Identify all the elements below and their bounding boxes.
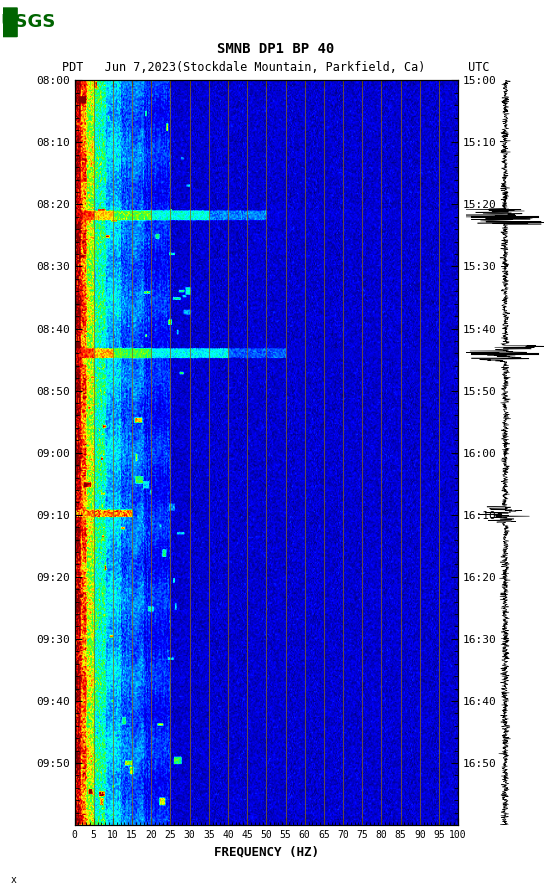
Text: USGS: USGS [0, 13, 56, 31]
Text: x: x [11, 875, 17, 885]
Text: PDT   Jun 7,2023(Stockdale Mountain, Parkfield, Ca)      UTC: PDT Jun 7,2023(Stockdale Mountain, Parkf… [62, 62, 490, 74]
FancyBboxPatch shape [2, 7, 18, 37]
Text: SMNB DP1 BP 40: SMNB DP1 BP 40 [217, 42, 335, 56]
X-axis label: FREQUENCY (HZ): FREQUENCY (HZ) [214, 846, 319, 858]
